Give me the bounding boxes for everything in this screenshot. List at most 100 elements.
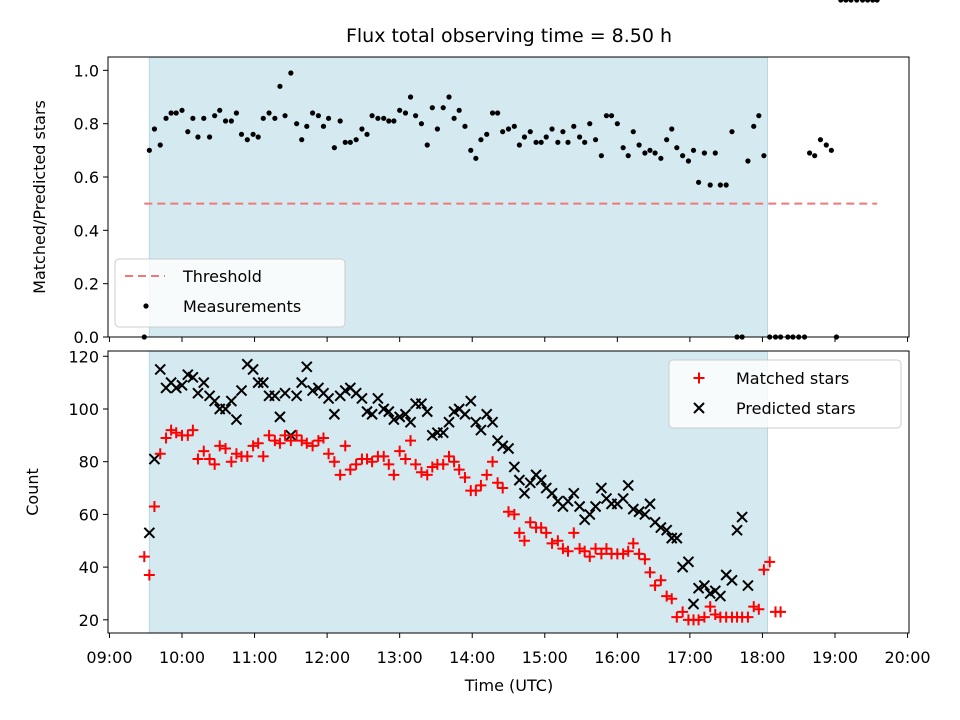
measurement-point (190, 115, 196, 121)
measurement-point (212, 113, 218, 119)
measurement-point (756, 113, 762, 119)
measurement-point (347, 139, 353, 145)
matched-point (617, 548, 629, 560)
predicted-point (736, 511, 748, 523)
measurement-point (402, 110, 409, 116)
predicted-point (399, 408, 412, 420)
measurement-point (244, 137, 250, 143)
predicted-point (475, 424, 487, 436)
measurement-point (717, 182, 723, 188)
matched-point (590, 543, 602, 555)
predicted-point (622, 479, 634, 492)
predicted-point (176, 379, 188, 391)
predicted-point (698, 579, 711, 592)
predicted-point (415, 398, 428, 410)
predicted-point (257, 376, 269, 389)
measurement-point (848, 0, 854, 3)
measurement-point (630, 129, 636, 135)
predicted-point (627, 503, 640, 515)
predicted-point (372, 392, 384, 405)
measurement-point (255, 134, 261, 140)
predicted-point (617, 492, 629, 505)
measurement-point (521, 134, 528, 140)
matched-point (143, 569, 155, 581)
measurement-point (434, 126, 440, 132)
measurement-point (859, 0, 866, 3)
x-tick-label: 11:00 (232, 648, 278, 667)
predicted-point (562, 495, 574, 507)
predicted-point (274, 411, 286, 423)
predicted-point (535, 474, 547, 486)
predicted-point (187, 371, 199, 384)
matched-point (595, 548, 607, 560)
matched-point (366, 456, 378, 468)
matched-point (627, 537, 639, 549)
measurement-point (854, 0, 860, 3)
measurement-point (723, 182, 729, 188)
matched-point (383, 458, 395, 470)
measurement-point (695, 179, 702, 185)
matched-point (241, 450, 253, 462)
measurement-point (397, 107, 403, 113)
measurement-point (222, 118, 229, 124)
measurement-point (664, 137, 670, 143)
predicted-point (726, 574, 738, 586)
matched-point (328, 456, 340, 468)
measurement-point (272, 115, 278, 121)
measurement-point (456, 107, 462, 113)
measurement-point (565, 139, 571, 145)
ratio-y-axis-label: Matched/Predicted stars (30, 100, 49, 294)
measurement-point (690, 147, 697, 153)
matched-point (350, 458, 362, 470)
predicted-point (208, 395, 221, 407)
predicted-point (513, 474, 526, 486)
predicted-point (356, 392, 368, 405)
matched-point (748, 601, 760, 613)
y-tick-label: 0.6 (74, 168, 99, 187)
measurement-point (277, 83, 283, 89)
measurement-point (707, 182, 713, 188)
predicted-point (518, 487, 531, 500)
matched-point (317, 432, 329, 444)
matched-point (753, 603, 765, 615)
predicted-point (459, 408, 471, 420)
matched-point (639, 553, 651, 565)
matched-point (568, 527, 580, 539)
measurement-point (359, 126, 365, 132)
matched-point (301, 437, 313, 449)
matched-point (421, 469, 433, 481)
measurement-point (823, 142, 829, 148)
matched-point (399, 453, 411, 465)
matched-point (709, 609, 721, 621)
measurement-point (614, 121, 620, 127)
matched-point (513, 527, 525, 539)
predicted-point (714, 590, 727, 602)
measurement-point (712, 150, 718, 156)
measurement-point (310, 110, 316, 116)
y-tick-label: 120 (68, 347, 99, 366)
predicted-point (198, 376, 210, 389)
matched-point (655, 574, 667, 586)
measurement-point (642, 150, 648, 156)
y-tick-label: 1.0 (74, 61, 99, 80)
matched-point (426, 461, 438, 473)
measurement-point (870, 0, 876, 3)
measurement-point (266, 110, 272, 116)
matched-point (649, 580, 661, 592)
measurement-point (429, 105, 435, 111)
observing-span (148, 350, 769, 634)
matched-point (170, 427, 182, 439)
measurement-point (260, 115, 266, 121)
matched-point (633, 548, 645, 560)
matched-point (269, 435, 281, 447)
predicted-point (644, 498, 656, 510)
matched-point (160, 432, 172, 444)
measurement-point (647, 147, 653, 153)
predicted-point (731, 524, 743, 536)
matched-point (187, 424, 199, 436)
x-tick-label: 13:00 (377, 648, 423, 667)
matched-point (546, 537, 558, 549)
matched-point (263, 429, 275, 441)
matched-point (503, 506, 514, 518)
predicted-point (252, 376, 264, 389)
